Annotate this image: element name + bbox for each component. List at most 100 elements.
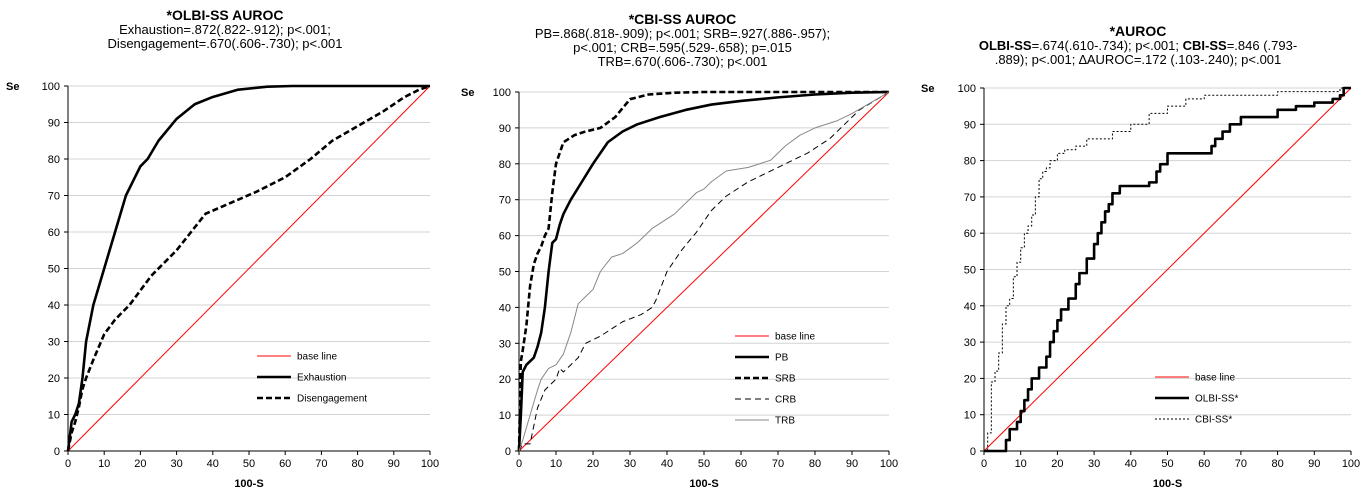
y-tick-label: 60 <box>48 227 60 239</box>
legend-label: TRB <box>775 416 795 427</box>
y-axis-label: Se <box>6 81 19 93</box>
y-tick-label: 0 <box>505 446 511 458</box>
x-tick-label: 60 <box>735 458 747 470</box>
x-tick-label: 90 <box>846 458 858 470</box>
roc-plot-auroc: 0 10 20 30 40 50 60 70 80 90 100 0 10 20 30 40 50 60 70 80 9… <box>921 83 1360 490</box>
y-tick-label: 0 <box>970 446 976 458</box>
x-tick-label: 50 <box>698 458 710 470</box>
chart-title-block: *OLBI-SS AUROC Exhaustion=.872(.822-.912… <box>0 8 450 51</box>
chart-title: *OLBI-SS AUROC <box>166 7 284 23</box>
chart-subtitle-line-2: .889); p<.001; ∆AUROC=.172 (.103-.240); … <box>994 52 1282 67</box>
x-tick-label: 70 <box>315 458 327 470</box>
y-tick-label: 10 <box>964 410 976 422</box>
y-tick-label: 100 <box>42 81 60 93</box>
x-tick-label: 50 <box>243 458 255 470</box>
legend-label: base line <box>775 332 815 343</box>
y-tick-label: 50 <box>964 265 976 277</box>
y-tick-label: 70 <box>499 195 511 207</box>
legend-label: Disengagement <box>297 394 367 405</box>
series-line-trb <box>518 91 890 452</box>
y-tick-label: 60 <box>964 228 976 240</box>
x-tick-label: 0 <box>981 458 987 470</box>
y-tick-label: 0 <box>54 446 60 458</box>
subtitle-bold-olbi: OLBI-SS <box>978 38 1032 53</box>
series-line-srb <box>517 90 889 452</box>
x-tick-label: 0 <box>516 458 522 470</box>
x-tick-label: 90 <box>388 458 400 470</box>
x-tick-label: 40 <box>207 458 219 470</box>
x-axis-label: 100-S <box>689 478 718 490</box>
legend-label: CBI-SS* <box>1195 415 1232 426</box>
roc-plot-olbi: 0 10 20 30 40 50 60 70 80 90 100 0 10 20 30 40 50 60 70 80 9… <box>6 81 439 490</box>
chart-subtitle-line-2: p<.001; CRB=.595(.529-.658); p=.015 <box>573 40 792 55</box>
y-tick-label: 40 <box>48 300 60 312</box>
x-tick-label: 70 <box>772 458 784 470</box>
x-tick-label: 20 <box>1051 458 1063 470</box>
x-tick-label: 60 <box>279 458 291 470</box>
legend-label: SRB <box>775 374 796 385</box>
x-tick-label: 100 <box>880 458 898 470</box>
y-tick-label: 70 <box>964 192 976 204</box>
x-tick-label: 30 <box>624 458 636 470</box>
x-tick-label: 60 <box>1198 458 1210 470</box>
y-tick-label: 40 <box>964 301 976 313</box>
x-tick-label: 0 <box>65 458 71 470</box>
legend-label: base line <box>1195 373 1235 384</box>
y-axis-label: Se <box>461 87 474 99</box>
legend-label: OLBI-SS* <box>1195 394 1238 405</box>
x-tick-label: 20 <box>587 458 599 470</box>
subtitle-text-olbi: =.674(.610-.734); p<.001; <box>1031 38 1183 53</box>
y-tick-label: 50 <box>499 267 511 279</box>
chart-title: *AUROC <box>1109 23 1167 39</box>
legend-label: base line <box>297 352 337 363</box>
chart-subtitle-line-1: Exhaustion=.872(.822-.912); p<.001; <box>119 22 331 37</box>
chart-subtitle-line-1: PB=.868(.818-.909); p<.001; SRB=.927(.88… <box>534 26 831 41</box>
chart-subtitle-line-1: OLBI-SS=.674(.610-.734); p<.001; CBI-SS=… <box>915 39 1361 53</box>
x-tick-label: 70 <box>1235 458 1247 470</box>
y-tick-label: 20 <box>964 373 976 385</box>
y-tick-label: 30 <box>964 337 976 349</box>
y-axis-label: Se <box>921 83 934 95</box>
x-tick-label: 10 <box>550 458 562 470</box>
y-tick-label: 90 <box>964 119 976 131</box>
x-tick-label: 30 <box>1088 458 1100 470</box>
series-line-base-line <box>518 91 890 452</box>
y-tick-label: 40 <box>499 302 511 314</box>
series-line-base-line <box>983 87 1352 452</box>
x-tick-label: 40 <box>661 458 673 470</box>
chart-subtitle-line-3: TRB=.670(.606-.730); p<.001 <box>597 54 768 69</box>
series-line-crb <box>518 91 890 452</box>
chart-panel-olbi: *OLBI-SS AUROC Exhaustion=.872(.822-.912… <box>0 0 450 492</box>
chart-title: *CBI-SS AUROC <box>628 11 737 27</box>
x-tick-label: 10 <box>98 458 110 470</box>
y-tick-label: 100 <box>958 83 976 95</box>
chart-title-block: *AUROC OLBI-SS=.674(.610-.734); p<.001; … <box>915 24 1361 67</box>
y-tick-label: 10 <box>499 410 511 422</box>
y-tick-label: 70 <box>48 191 60 203</box>
roc-plot-cbi: 0 10 20 30 40 50 60 70 80 90 100 0 10 20 30 40 50 60 70 80 9… <box>461 87 898 490</box>
y-tick-label: 20 <box>499 374 511 386</box>
x-tick-label: 30 <box>170 458 182 470</box>
y-tick-label: 10 <box>48 410 60 422</box>
y-tick-label: 20 <box>48 373 60 385</box>
legend-label: PB <box>775 353 789 364</box>
series-line-disengagement <box>66 84 431 452</box>
y-tick-label: 90 <box>499 123 511 135</box>
series-line-base-line <box>67 85 431 452</box>
legend-label: Exhaustion <box>297 373 346 384</box>
chart-panel-auroc: *AUROC OLBI-SS=.674(.610-.734); p<.001; … <box>915 0 1361 492</box>
x-tick-label: 50 <box>1161 458 1173 470</box>
chart-title-block: *CBI-SS AUROC PB=.868(.818-.909); p<.001… <box>455 12 910 69</box>
series-line-olbi-ss- <box>984 86 1351 453</box>
x-tick-label: 10 <box>1015 458 1027 470</box>
x-axis-label: 100-S <box>234 478 263 490</box>
x-tick-label: 100 <box>1342 458 1360 470</box>
series-line-pb <box>517 90 890 452</box>
y-tick-label: 80 <box>48 154 60 166</box>
x-tick-label: 90 <box>1308 458 1320 470</box>
y-tick-label: 80 <box>964 156 976 168</box>
y-tick-label: 30 <box>499 338 511 350</box>
series-line-cbi-ss- <box>984 87 1351 452</box>
y-tick-label: 60 <box>499 231 511 243</box>
x-tick-label: 40 <box>1125 458 1137 470</box>
